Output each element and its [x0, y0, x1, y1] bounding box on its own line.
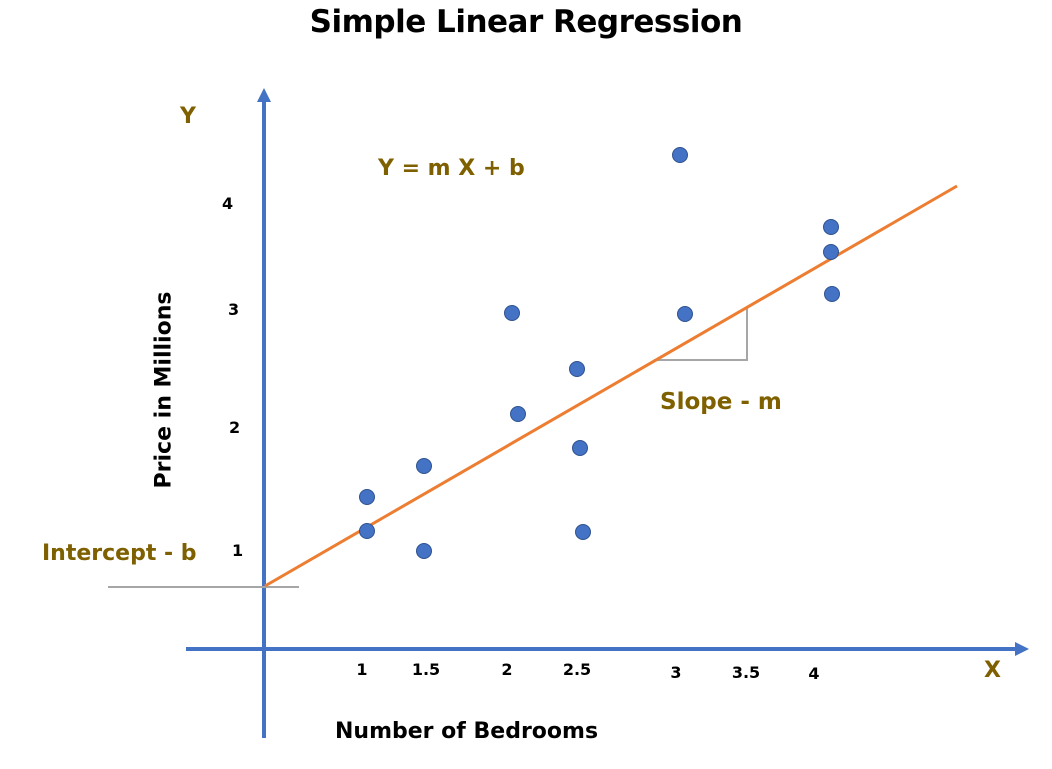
x-tick-label: 2.5	[562, 660, 592, 679]
x-tick-label: 3	[670, 663, 682, 682]
data-point	[677, 306, 693, 322]
x-tick-label: 2	[501, 660, 513, 679]
x-axis-title: Number of Bedrooms	[335, 719, 599, 744]
data-point	[823, 244, 839, 260]
slope-label: Slope - m	[660, 389, 782, 415]
chart-title: Simple Linear Regression	[309, 4, 743, 40]
regression-line	[264, 184, 958, 588]
y-tick-label: 1	[232, 541, 244, 560]
data-point	[575, 524, 591, 540]
data-point	[359, 523, 375, 539]
data-point	[824, 286, 840, 302]
y-axis-title: Price in Millions	[151, 291, 177, 489]
y-tick-label: 2	[229, 418, 241, 437]
data-point	[416, 458, 432, 474]
data-point	[359, 489, 375, 505]
x-axis-arrow-icon	[1015, 642, 1029, 656]
slope-triangle	[654, 308, 748, 361]
x-tick-label: 4	[808, 664, 820, 683]
x-tick-label: 1.5	[411, 660, 441, 679]
x-axis-letter: X	[984, 658, 1001, 683]
y-axis-arrow-icon	[257, 88, 271, 102]
data-point	[510, 406, 526, 422]
data-point	[672, 147, 688, 163]
data-point	[572, 440, 588, 456]
y-axis-letter: Y	[180, 104, 196, 129]
equation-label: Y = m X + b	[378, 156, 525, 181]
intercept-label: Intercept - b	[42, 541, 197, 566]
x-tick-label: 3.5	[731, 663, 761, 682]
y-tick-label: 4	[222, 194, 234, 213]
data-points	[359, 147, 840, 559]
data-point	[823, 219, 839, 235]
data-point	[569, 361, 585, 377]
y-tick-label: 3	[228, 300, 240, 319]
data-point	[416, 543, 432, 559]
x-tick-label: 1	[356, 660, 368, 679]
data-point	[504, 305, 520, 321]
